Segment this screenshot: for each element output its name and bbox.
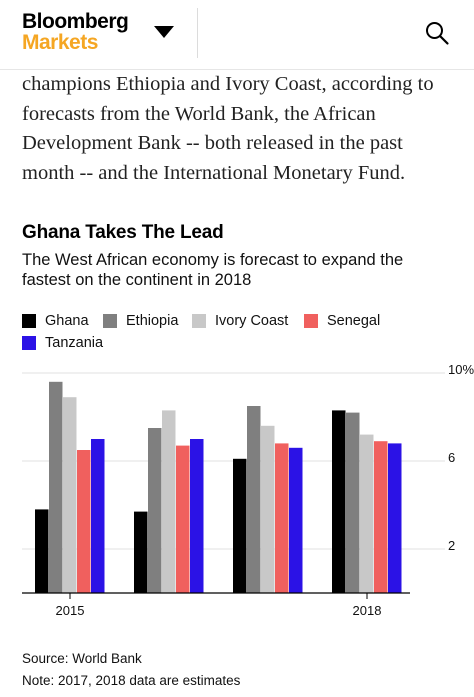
legend-swatch xyxy=(22,314,36,328)
legend-label: Ghana xyxy=(45,313,89,329)
bar xyxy=(176,445,190,593)
legend-swatch xyxy=(103,314,117,328)
bar xyxy=(289,447,303,593)
bar xyxy=(190,439,204,593)
search-icon[interactable] xyxy=(424,20,450,46)
bar xyxy=(63,397,77,593)
bar-chart: 2 6 10% 2015 2018 xyxy=(22,362,474,618)
legend-label: Ethiopia xyxy=(126,313,179,329)
header-divider xyxy=(197,8,198,58)
bar xyxy=(275,443,289,593)
bar xyxy=(35,509,49,593)
x-tick-label: 2018 xyxy=(353,603,382,618)
bar xyxy=(77,450,91,593)
article-paragraph: champions Ethiopia and Ivory Coast, acco… xyxy=(22,73,434,184)
bar xyxy=(374,441,388,593)
legend-label: Tanzania xyxy=(45,335,104,351)
bar xyxy=(134,511,148,593)
bar xyxy=(162,410,176,593)
y-tick-label: 10% xyxy=(448,362,474,377)
y-tick-label: 2 xyxy=(448,538,455,553)
bar xyxy=(49,381,63,593)
x-tick-label: 2015 xyxy=(56,603,85,618)
chart-note: Note: 2017, 2018 data are estimates xyxy=(22,673,241,688)
legend-item: Tanzania xyxy=(22,335,103,351)
bar xyxy=(247,406,261,593)
y-tick-label: 6 xyxy=(448,450,455,465)
legend-item: Ghana xyxy=(22,313,89,329)
chart-title: Ghana Takes The Lead xyxy=(22,222,224,243)
bar xyxy=(91,439,105,593)
legend-item: Senegal xyxy=(304,313,380,329)
legend-label: Senegal xyxy=(327,313,381,329)
bloomberg-markets-logo[interactable]: Bloomberg Markets xyxy=(22,10,129,54)
legend-item: Ivory Coast xyxy=(192,313,288,329)
chart-subtitle: The West African economy is forecast to … xyxy=(22,251,404,289)
legend-item: Ethiopia xyxy=(103,313,178,329)
chart-source: Source: World Bank xyxy=(22,651,142,666)
bar xyxy=(148,428,162,593)
bar xyxy=(332,410,346,593)
logo-line2: Markets xyxy=(22,31,98,54)
logo-line1: Bloomberg xyxy=(22,10,129,33)
bar xyxy=(360,434,374,593)
chevron-down-icon[interactable] xyxy=(152,22,176,42)
top-header: Bloomberg Markets xyxy=(0,0,474,70)
legend-swatch xyxy=(22,336,36,350)
bar xyxy=(388,443,402,593)
bar xyxy=(233,458,247,593)
legend-swatch xyxy=(304,314,318,328)
legend-swatch xyxy=(192,314,206,328)
bar xyxy=(346,412,360,593)
legend-label: Ivory Coast xyxy=(215,313,289,329)
bar xyxy=(261,425,275,593)
